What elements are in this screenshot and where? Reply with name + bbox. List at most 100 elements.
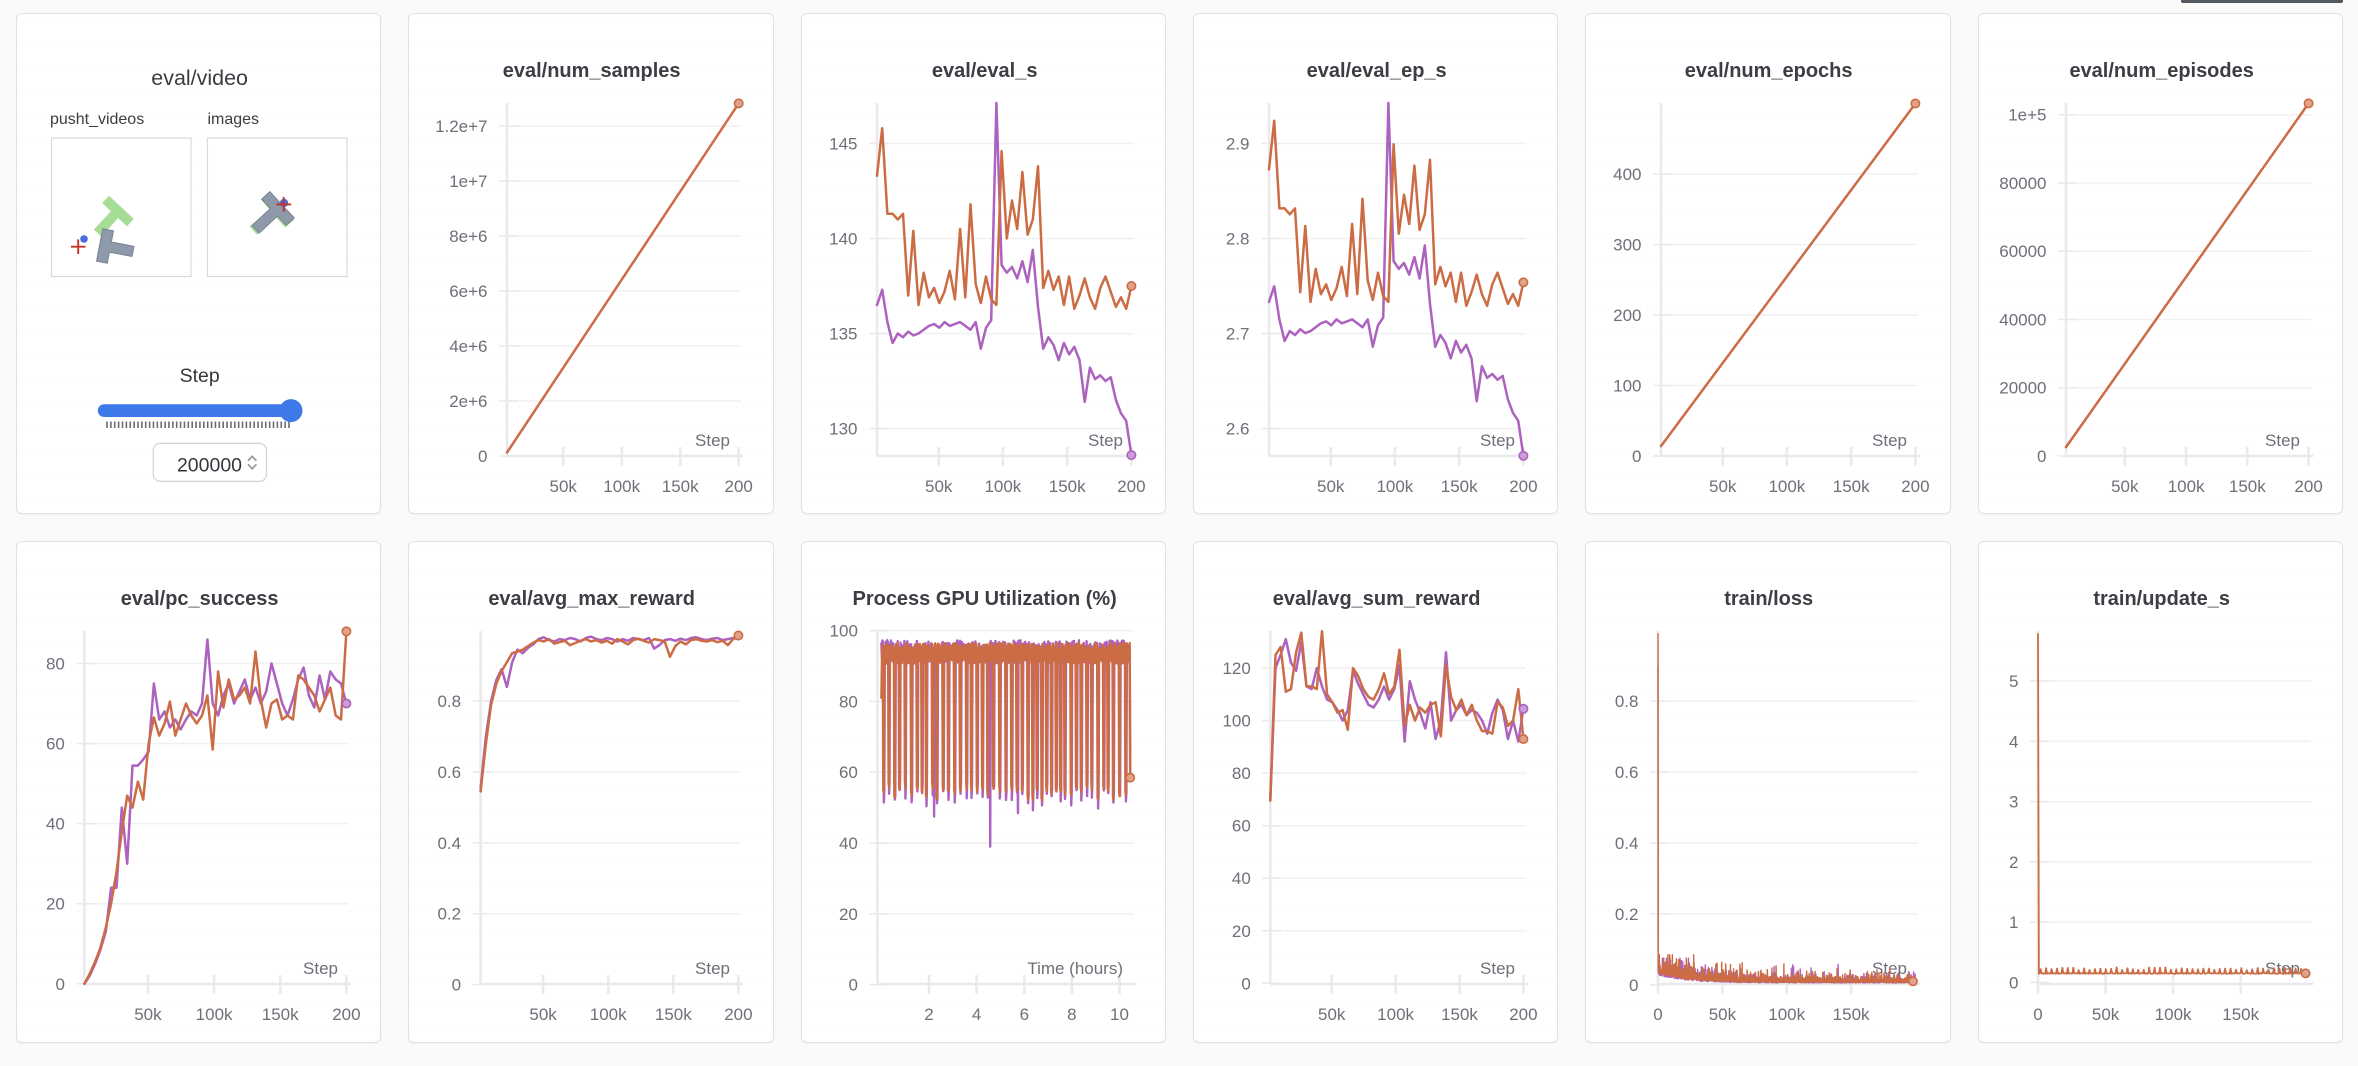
svg-text:0.4: 0.4 xyxy=(438,834,462,853)
svg-text:0: 0 xyxy=(1241,975,1250,994)
svg-text:150k: 150k xyxy=(262,1005,299,1024)
svg-text:2: 2 xyxy=(924,1005,933,1024)
svg-text:50k: 50k xyxy=(1318,1005,1346,1024)
svg-text:200: 200 xyxy=(1117,477,1145,496)
svg-text:200: 200 xyxy=(2294,477,2322,496)
svg-text:200: 200 xyxy=(1613,306,1641,325)
svg-text:20000: 20000 xyxy=(1999,379,2046,398)
svg-text:100k: 100k xyxy=(1376,477,1413,496)
svg-text:200: 200 xyxy=(1902,477,1930,496)
svg-text:200: 200 xyxy=(725,1005,753,1024)
svg-text:2.9: 2.9 xyxy=(1226,134,1250,153)
svg-text:eval/eval_s: eval/eval_s xyxy=(932,60,1038,82)
svg-text:140: 140 xyxy=(829,229,857,248)
svg-text:images: images xyxy=(207,111,259,128)
svg-text:20: 20 xyxy=(46,895,65,914)
svg-text:40: 40 xyxy=(839,834,858,853)
svg-text:1.2e+7: 1.2e+7 xyxy=(435,117,487,136)
svg-text:6e+6: 6e+6 xyxy=(450,282,488,301)
svg-text:120: 120 xyxy=(1222,659,1250,678)
svg-text:145: 145 xyxy=(829,134,857,153)
svg-text:100k: 100k xyxy=(2167,477,2204,496)
svg-text:eval/eval_ep_s: eval/eval_ep_s xyxy=(1307,60,1447,82)
svg-text:2e+6: 2e+6 xyxy=(450,392,488,411)
svg-text:4: 4 xyxy=(2009,733,2018,752)
svg-text:135: 135 xyxy=(829,324,857,343)
svg-text:150k: 150k xyxy=(1441,477,1478,496)
svg-text:100k: 100k xyxy=(196,1005,233,1024)
svg-text:Step: Step xyxy=(695,431,730,450)
svg-text:100k: 100k xyxy=(984,477,1021,496)
svg-text:0: 0 xyxy=(478,447,487,466)
svg-text:1e+7: 1e+7 xyxy=(450,172,488,191)
svg-text:80: 80 xyxy=(46,655,65,674)
svg-text:100: 100 xyxy=(1613,376,1641,395)
svg-text:100k: 100k xyxy=(1377,1005,1414,1024)
svg-text:150k: 150k xyxy=(1833,1005,1870,1024)
svg-text:Step: Step xyxy=(1480,431,1515,450)
svg-text:0: 0 xyxy=(1632,447,1641,466)
svg-text:eval/num_episodes: eval/num_episodes xyxy=(2069,60,2253,82)
svg-text:0.4: 0.4 xyxy=(1615,834,1639,853)
svg-text:400: 400 xyxy=(1613,165,1641,184)
svg-text:50k: 50k xyxy=(2111,477,2139,496)
svg-text:8e+6: 8e+6 xyxy=(450,227,488,246)
svg-text:80: 80 xyxy=(1232,764,1251,783)
svg-text:20: 20 xyxy=(839,905,858,924)
svg-text:20: 20 xyxy=(1232,922,1251,941)
svg-text:Time (hours): Time (hours) xyxy=(1027,959,1123,978)
svg-text:0: 0 xyxy=(1654,1005,1663,1024)
svg-text:100k: 100k xyxy=(1769,477,1806,496)
svg-text:60: 60 xyxy=(839,763,858,782)
svg-text:train/loss: train/loss xyxy=(1725,588,1814,610)
svg-text:2: 2 xyxy=(2009,853,2018,872)
svg-text:eval/avg_max_reward: eval/avg_max_reward xyxy=(489,588,696,610)
svg-text:10: 10 xyxy=(1110,1005,1129,1024)
svg-text:60: 60 xyxy=(1232,817,1251,836)
svg-text:0.8: 0.8 xyxy=(1615,692,1639,711)
svg-text:1: 1 xyxy=(2009,913,2018,932)
svg-text:150k: 150k xyxy=(662,477,699,496)
svg-text:50k: 50k xyxy=(1709,477,1737,496)
svg-text:2.6: 2.6 xyxy=(1226,419,1250,438)
svg-text:130: 130 xyxy=(829,419,857,438)
svg-text:3: 3 xyxy=(2009,793,2018,812)
svg-text:40: 40 xyxy=(46,815,65,834)
svg-text:eval/num_samples: eval/num_samples xyxy=(503,60,681,82)
svg-text:200000: 200000 xyxy=(177,454,242,476)
svg-text:60000: 60000 xyxy=(1999,242,2046,261)
svg-text:pusht_videos: pusht_videos xyxy=(50,111,144,128)
svg-text:150k: 150k xyxy=(655,1005,692,1024)
svg-text:0: 0 xyxy=(1629,976,1638,995)
svg-text:50k: 50k xyxy=(134,1005,162,1024)
svg-text:0.2: 0.2 xyxy=(438,905,462,924)
svg-text:0.8: 0.8 xyxy=(438,692,462,711)
svg-text:2.7: 2.7 xyxy=(1226,324,1250,343)
svg-text:60: 60 xyxy=(46,735,65,754)
svg-text:train/update_s: train/update_s xyxy=(2093,588,2230,610)
svg-text:80: 80 xyxy=(839,693,858,712)
svg-text:5: 5 xyxy=(2009,672,2018,691)
svg-text:0: 0 xyxy=(452,976,461,995)
svg-text:50k: 50k xyxy=(530,1005,558,1024)
svg-text:100: 100 xyxy=(829,622,857,641)
svg-text:150k: 150k xyxy=(1833,477,1870,496)
svg-text:Step: Step xyxy=(695,959,730,978)
svg-text:50k: 50k xyxy=(1709,1005,1737,1024)
svg-text:Step: Step xyxy=(1872,431,1907,450)
svg-text:0.2: 0.2 xyxy=(1615,905,1639,924)
svg-text:100: 100 xyxy=(1222,712,1250,731)
svg-text:300: 300 xyxy=(1613,235,1641,254)
svg-text:0: 0 xyxy=(2009,974,2018,993)
svg-text:0: 0 xyxy=(2033,1005,2042,1024)
svg-text:100k: 100k xyxy=(590,1005,627,1024)
svg-text:4e+6: 4e+6 xyxy=(450,337,488,356)
svg-text:eval/avg_sum_reward: eval/avg_sum_reward xyxy=(1273,588,1481,610)
svg-text:Step: Step xyxy=(2265,431,2300,450)
svg-text:40000: 40000 xyxy=(1999,310,2046,329)
svg-text:100k: 100k xyxy=(2154,1005,2191,1024)
svg-text:2.8: 2.8 xyxy=(1226,229,1250,248)
svg-text:eval/video: eval/video xyxy=(151,66,248,90)
svg-text:Step: Step xyxy=(303,959,338,978)
svg-text:Step: Step xyxy=(180,365,220,387)
